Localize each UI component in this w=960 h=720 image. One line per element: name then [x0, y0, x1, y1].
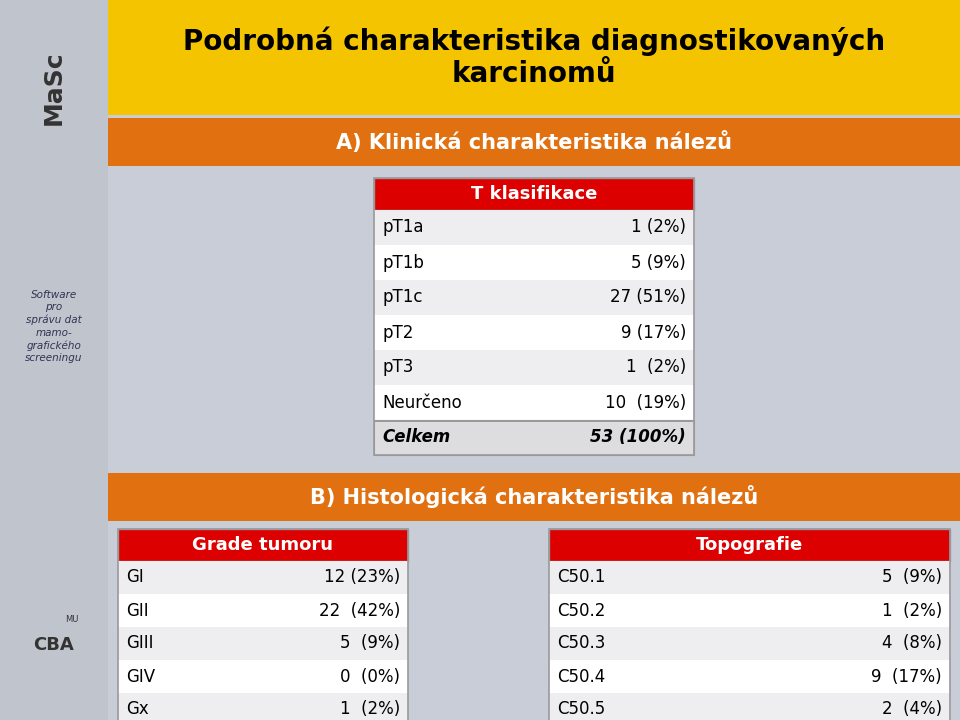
Text: 10  (19%): 10 (19%) — [605, 394, 686, 412]
Text: GIV: GIV — [126, 667, 156, 685]
Bar — [118, 529, 408, 561]
Text: 4  (8%): 4 (8%) — [882, 634, 942, 652]
Text: GIII: GIII — [126, 634, 154, 652]
Bar — [549, 561, 950, 594]
Text: 22  (42%): 22 (42%) — [319, 601, 400, 619]
Bar — [108, 473, 960, 521]
Text: pT1b: pT1b — [382, 253, 424, 271]
Text: T klasifikace: T klasifikace — [470, 185, 597, 203]
Text: C50.3: C50.3 — [557, 634, 606, 652]
Text: 9 (17%): 9 (17%) — [620, 323, 686, 341]
Bar — [374, 178, 694, 210]
Text: 5 (9%): 5 (9%) — [632, 253, 686, 271]
Bar — [118, 660, 408, 693]
Bar — [108, 118, 960, 166]
Text: CBA: CBA — [34, 636, 74, 654]
Bar — [549, 627, 950, 660]
Text: 2  (4%): 2 (4%) — [882, 701, 942, 719]
Text: 1  (2%): 1 (2%) — [626, 359, 686, 377]
Text: 53 (100%): 53 (100%) — [590, 428, 686, 446]
Text: B) Histologická charakteristika nálezů: B) Histologická charakteristika nálezů — [310, 485, 758, 508]
Text: pT1c: pT1c — [382, 289, 422, 307]
Bar — [549, 529, 950, 720]
Bar — [374, 420, 694, 455]
Text: pT3: pT3 — [382, 359, 414, 377]
Text: 9  (17%): 9 (17%) — [872, 667, 942, 685]
Text: 1 (2%): 1 (2%) — [631, 218, 686, 236]
Text: C50.2: C50.2 — [557, 601, 606, 619]
Text: Neurčeno: Neurčeno — [382, 394, 462, 412]
Bar — [374, 210, 694, 245]
Text: pT1a: pT1a — [382, 218, 423, 236]
Text: Software
pro
správu dat
mamo-
grafického
screeningu: Software pro správu dat mamo- grafického… — [25, 290, 83, 364]
Text: 12 (23%): 12 (23%) — [324, 569, 400, 587]
Bar — [374, 385, 694, 420]
Text: Podrobná charakteristika diagnostikovaných
karcinomů: Podrobná charakteristika diagnostikovaný… — [183, 27, 885, 89]
Bar — [374, 280, 694, 315]
Bar — [108, 0, 960, 115]
Text: A) Klinická charakteristika nálezů: A) Klinická charakteristika nálezů — [336, 131, 732, 153]
Text: 5  (9%): 5 (9%) — [340, 634, 400, 652]
Bar — [118, 594, 408, 627]
Bar — [374, 420, 694, 421]
Bar — [0, 0, 108, 720]
Bar — [549, 693, 950, 720]
Text: MaSc: MaSc — [42, 50, 66, 125]
Text: C50.4: C50.4 — [557, 667, 605, 685]
Text: Grade tumoru: Grade tumoru — [193, 536, 333, 554]
Text: 5  (9%): 5 (9%) — [882, 569, 942, 587]
Text: Celkem: Celkem — [382, 428, 450, 446]
Text: 1  (2%): 1 (2%) — [340, 701, 400, 719]
Bar — [549, 529, 950, 561]
Bar — [549, 594, 950, 627]
Text: MU: MU — [65, 616, 79, 624]
Bar — [374, 178, 694, 455]
Text: GII: GII — [126, 601, 149, 619]
Bar — [374, 245, 694, 280]
Bar — [549, 660, 950, 693]
Bar — [118, 561, 408, 594]
Bar — [118, 529, 408, 720]
Text: C50.1: C50.1 — [557, 569, 606, 587]
Bar — [374, 350, 694, 385]
Text: 27 (51%): 27 (51%) — [610, 289, 686, 307]
Bar — [118, 627, 408, 660]
Bar — [118, 693, 408, 720]
Text: 1  (2%): 1 (2%) — [881, 601, 942, 619]
Text: GI: GI — [126, 569, 144, 587]
Text: Topografie: Topografie — [696, 536, 804, 554]
Text: 0  (0%): 0 (0%) — [340, 667, 400, 685]
Text: pT2: pT2 — [382, 323, 414, 341]
Bar — [374, 315, 694, 350]
Text: Gx: Gx — [126, 701, 149, 719]
Text: C50.5: C50.5 — [557, 701, 605, 719]
